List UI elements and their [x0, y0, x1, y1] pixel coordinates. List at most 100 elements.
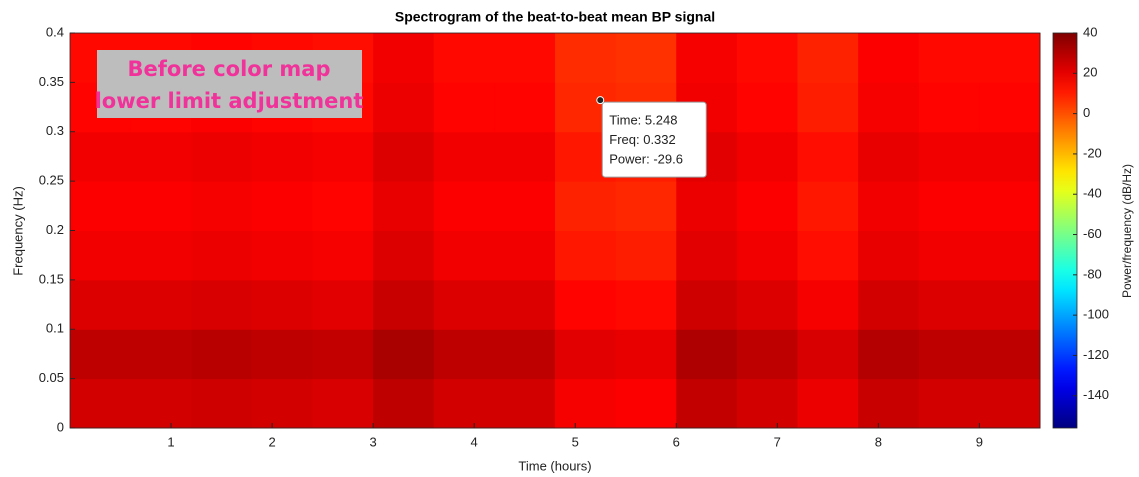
- heatmap-cell: [979, 329, 1041, 380]
- heatmap-cell: [979, 82, 1041, 133]
- heatmap-cell: [494, 279, 556, 330]
- x-tick-label: 7: [774, 434, 781, 449]
- heatmap-cell: [130, 181, 192, 231]
- heatmap-cell: [979, 279, 1041, 330]
- x-axis-label: Time (hours): [518, 458, 591, 473]
- heatmap-cell: [555, 181, 617, 231]
- heatmap-cell: [191, 279, 253, 330]
- heatmap-cell: [251, 378, 313, 429]
- heatmap-cell: [191, 329, 253, 380]
- y-tick-label: 0.25: [39, 173, 64, 188]
- heatmap-cell: [433, 82, 495, 133]
- heatmap-cell: [373, 131, 435, 182]
- annotation-text: Before color map: [128, 57, 331, 81]
- y-tick-label: 0.2: [46, 222, 64, 237]
- x-tick-label: 2: [268, 434, 275, 449]
- heatmap-cell: [797, 131, 859, 182]
- x-tick-label: 3: [370, 434, 377, 449]
- heatmap-cell: [918, 33, 980, 83]
- heatmap-cell: [130, 230, 192, 281]
- heatmap-cell: [676, 33, 738, 83]
- y-tick-label: 0.4: [46, 24, 64, 39]
- heatmap-cell: [70, 181, 132, 231]
- heatmap-cell: [918, 230, 980, 281]
- heatmap-cell: [858, 378, 920, 429]
- heatmap-cell: [433, 378, 495, 429]
- colorbar-tick-label: 20: [1083, 65, 1097, 80]
- heatmap-cell: [736, 33, 798, 83]
- heatmap-cell: [615, 33, 677, 83]
- y-axis-label: Frequency (Hz): [10, 186, 25, 276]
- y-tick-label: 0.15: [39, 271, 64, 286]
- heatmap-cell: [736, 329, 798, 380]
- heatmap-cell: [979, 378, 1041, 429]
- colorbar: [1052, 32, 1078, 429]
- heatmap-cell: [373, 181, 435, 231]
- heatmap-cell: [615, 279, 677, 330]
- heatmap-cell: [373, 33, 435, 83]
- colorbar-tick-label: -40: [1083, 186, 1102, 201]
- heatmap-cell: [130, 131, 192, 182]
- heatmap-cell: [555, 230, 617, 281]
- heatmap-cell: [676, 181, 738, 231]
- heatmap-cell: [251, 279, 313, 330]
- colorbar-tick-label: -120: [1083, 347, 1109, 362]
- heatmap-cell: [251, 230, 313, 281]
- heatmap-cell: [858, 181, 920, 231]
- heatmap-cell: [70, 230, 132, 281]
- heatmap-cell: [494, 329, 556, 380]
- heatmap-cell: [312, 181, 374, 231]
- colorbar-label: Power/frequency (dB/Hz): [1120, 164, 1134, 298]
- heatmap-cell: [918, 279, 980, 330]
- heatmap-cell: [918, 378, 980, 429]
- heatmap-cell: [373, 279, 435, 330]
- y-tick-label: 0: [57, 419, 64, 434]
- colorbar-tick-label: -100: [1083, 307, 1109, 322]
- heatmap-cell: [191, 230, 253, 281]
- heatmap-cell: [676, 329, 738, 380]
- heatmap-cell: [797, 279, 859, 330]
- heatmap-cell: [555, 329, 617, 380]
- heatmap-cell: [797, 329, 859, 380]
- heatmap-cell: [918, 82, 980, 133]
- datatip-text: Freq: 0.332: [609, 132, 676, 147]
- heatmap-cell: [433, 181, 495, 231]
- heatmap-cell: [736, 131, 798, 182]
- x-tick-label: 9: [976, 434, 983, 449]
- heatmap-cell: [676, 230, 738, 281]
- heatmap-cell: [858, 131, 920, 182]
- heatmap-cell: [494, 230, 556, 281]
- colorbar-tick-label: -20: [1083, 145, 1102, 160]
- x-tick-label: 1: [167, 434, 174, 449]
- heatmap-cell: [615, 181, 677, 231]
- heatmap-cell: [555, 279, 617, 330]
- heatmap-cell: [615, 329, 677, 380]
- heatmap-cell: [736, 279, 798, 330]
- heatmap-cell: [70, 329, 132, 380]
- heatmap-cell: [736, 82, 798, 133]
- heatmap-cell: [312, 131, 374, 182]
- annotation-text: lower limit adjustment: [95, 89, 364, 113]
- heatmap-cell: [676, 279, 738, 330]
- x-tick-label: 8: [875, 434, 882, 449]
- heatmap-cell: [979, 181, 1041, 231]
- y-tick-label: 0.35: [39, 74, 64, 89]
- heatmap-cell: [797, 82, 859, 133]
- heatmap-cell: [736, 378, 798, 429]
- heatmap-cell: [615, 378, 677, 429]
- heatmap-cell: [373, 82, 435, 133]
- heatmap-cell: [433, 329, 495, 380]
- heatmap-cell: [858, 82, 920, 133]
- heatmap-cell: [736, 181, 798, 231]
- heatmap-cell: [373, 230, 435, 281]
- heatmap-cell: [251, 329, 313, 380]
- heatmap-cell: [979, 33, 1041, 83]
- heatmap-cell: [494, 181, 556, 231]
- heatmap-cell: [918, 329, 980, 380]
- heatmap-cell: [373, 378, 435, 429]
- datatip-text: Power: -29.6: [609, 152, 683, 167]
- heatmap-cell: [797, 181, 859, 231]
- heatmap-cell: [433, 279, 495, 330]
- heatmap-cell: [494, 33, 556, 83]
- heatmap-cell: [555, 378, 617, 429]
